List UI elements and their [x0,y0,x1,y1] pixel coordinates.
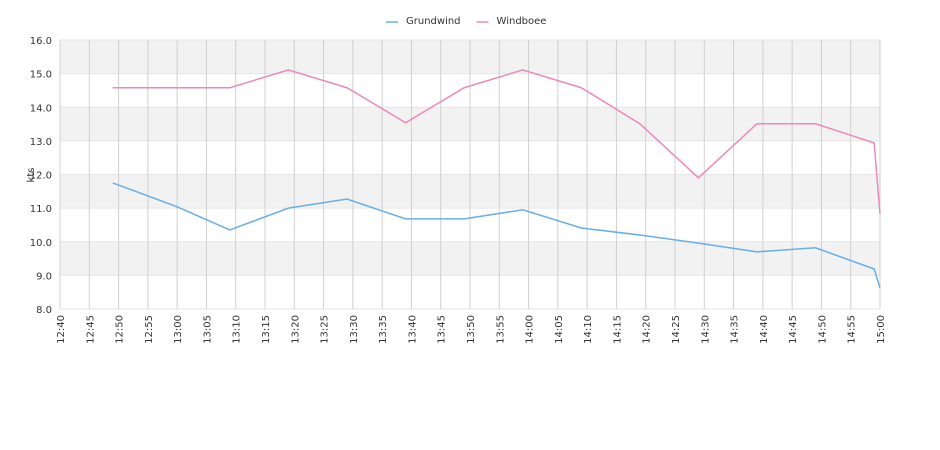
x-tick-label: 13:25 [320,315,331,344]
y-tick-label: 12.0 [30,171,52,182]
x-tick-label: 13:45 [437,315,448,344]
x-tick-label: 14:15 [612,315,623,344]
x-tick-label: 13:00 [173,315,184,344]
y-tick-label: 14.0 [30,103,52,114]
x-tick-label: 12:45 [85,315,96,344]
x-tick-label: 12:50 [115,315,126,344]
y-tick-label: 9.0 [36,271,52,282]
x-tick-label: 14:50 [817,315,828,344]
x-tick-label: 13:10 [232,315,243,344]
series-line [112,182,881,289]
x-tick-label: 14:45 [788,315,799,344]
y-tick-label: 11.0 [30,204,52,215]
x-tick-label: 14:30 [700,315,711,344]
y-tick-label: 13.0 [30,137,52,148]
x-tick-label: 12:40 [56,315,67,344]
series-line [112,69,881,214]
x-tick-label: 13:15 [261,315,272,344]
y-tick-label: 16.0 [30,36,52,47]
x-tick-label: 13:05 [202,315,213,344]
x-tick-label: 13:20 [290,315,301,344]
y-axis-label: kts [26,168,37,183]
x-tick-label: 14:25 [671,315,682,344]
x-tick-label: 14:00 [525,315,536,344]
x-tick-label: 14:10 [583,315,594,344]
legend-label: Windboee [497,16,547,27]
x-tick-label: 14:20 [642,315,653,344]
x-tick-label: 13:50 [466,315,477,344]
y-tick-label: 15.0 [30,70,52,81]
x-tick-label: 14:40 [759,315,770,344]
x-tick-label: 14:55 [847,315,858,344]
x-tick-label: 13:40 [407,315,418,344]
x-tick-label: 15:00 [876,315,887,344]
x-tick-label: 14:35 [730,315,741,344]
x-tick-label: 12:55 [144,315,155,344]
x-tick-label: 13:35 [378,315,389,344]
y-tick-label: 8.0 [36,305,52,316]
x-tick-label: 13:30 [349,315,360,344]
y-tick-label: 10.0 [30,238,52,249]
x-tick-label: 14:05 [554,315,565,344]
legend-label: Grundwind [406,16,461,27]
x-tick-label: 13:55 [495,315,506,344]
